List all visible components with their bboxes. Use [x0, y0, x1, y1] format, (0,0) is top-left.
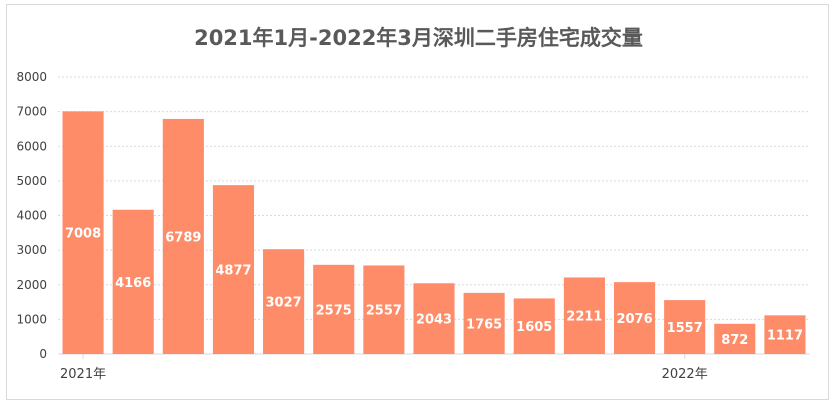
y-tick-label: 2000 [16, 278, 47, 292]
bar [62, 111, 104, 355]
x-tick-label: 2022年 [662, 367, 708, 382]
bar [212, 185, 255, 354]
y-tick-label: 6000 [16, 139, 47, 153]
data-label: 1557 [667, 321, 703, 336]
data-label: 2076 [616, 312, 652, 327]
data-label: 2043 [416, 313, 452, 328]
data-label: 2557 [366, 304, 402, 319]
data-label: 872 [721, 333, 748, 348]
bar [263, 249, 305, 354]
y-tick-label: 0 [39, 347, 47, 361]
bar [513, 298, 555, 354]
y-tick-label: 8000 [16, 70, 47, 84]
bar [664, 300, 706, 354]
y-tick-label: 7000 [16, 105, 47, 119]
data-label: 1605 [516, 320, 552, 335]
bar [764, 315, 806, 354]
data-label: 4166 [115, 276, 151, 291]
bar [563, 277, 605, 354]
bar [714, 323, 756, 354]
data-label: 1117 [767, 329, 803, 344]
bar [613, 282, 656, 354]
bar-series [62, 111, 806, 355]
data-label: 2211 [566, 310, 602, 325]
y-tick-label: 4000 [16, 209, 47, 223]
data-labels: 7008 4166 6789 4877 3027 2575 2557 2043 1765 1605… [65, 227, 803, 348]
data-label: 6789 [165, 230, 201, 245]
y-tick-label: 1000 [16, 312, 47, 326]
y-tick-label: 5000 [16, 174, 47, 188]
data-label: 4877 [215, 264, 251, 279]
data-label: 7008 [65, 227, 101, 242]
bar [363, 265, 405, 354]
bar [313, 264, 355, 354]
data-label: 3027 [266, 296, 302, 311]
data-label: 2575 [316, 303, 352, 318]
bar [162, 118, 204, 354]
x-axis: 2021年 2022年 [60, 354, 708, 382]
chart-title: 2021年1月-2022年3月深圳二手房住宅成交量 [194, 26, 643, 50]
y-tick-label: 3000 [16, 243, 47, 257]
y-axis: 0 1000 2000 3000 4000 5000 6000 7000 8000 [16, 70, 47, 361]
x-tick-label: 2021年 [60, 367, 106, 382]
bar [463, 292, 505, 354]
bar [413, 283, 455, 354]
bar [112, 209, 154, 354]
data-label: 1765 [466, 317, 502, 332]
